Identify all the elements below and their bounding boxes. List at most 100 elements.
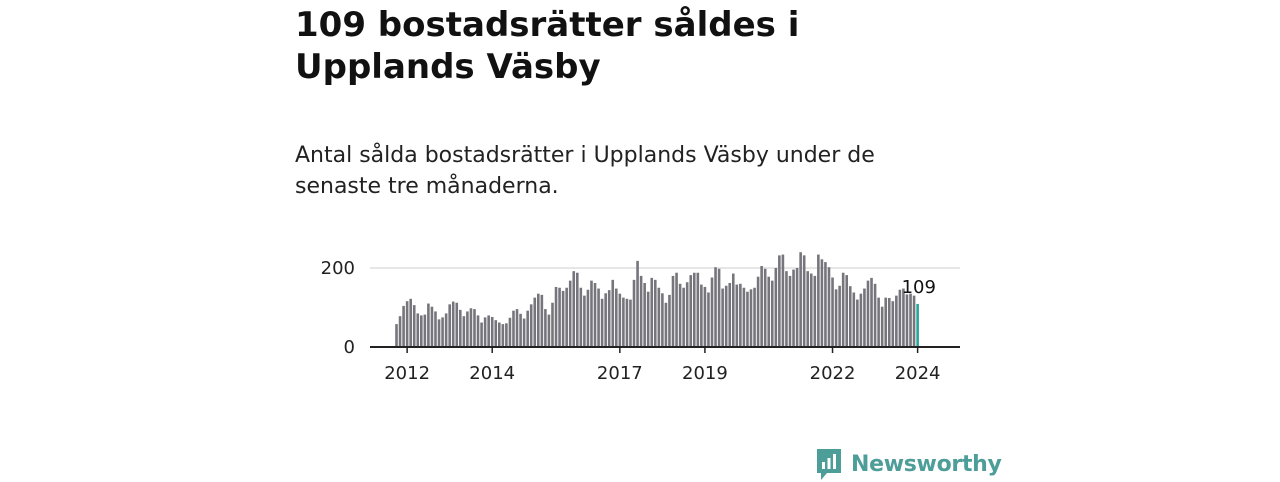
bar — [760, 266, 763, 347]
bar — [841, 272, 845, 347]
bar — [607, 290, 611, 347]
bar — [505, 323, 508, 347]
bar — [717, 268, 721, 347]
bar — [763, 268, 767, 347]
bar — [430, 306, 434, 347]
newsworthy-logo-text: Newsworthy — [851, 451, 1002, 477]
bar — [636, 260, 639, 347]
bar — [710, 277, 714, 347]
bar — [891, 301, 895, 347]
bar — [412, 305, 416, 347]
newsworthy-logo: Newsworthy — [815, 446, 1002, 482]
bar — [632, 279, 636, 347]
bar — [912, 295, 916, 347]
x-tick-label: 2017 — [597, 363, 643, 384]
bar — [480, 322, 483, 347]
bar — [682, 287, 685, 347]
bar — [746, 291, 749, 347]
bar — [405, 301, 409, 347]
bar — [898, 289, 902, 348]
bar — [675, 272, 678, 347]
bar — [629, 299, 632, 347]
bar — [540, 294, 544, 347]
bar — [529, 304, 533, 347]
bar — [416, 313, 420, 348]
bar — [856, 299, 859, 347]
bar — [512, 310, 515, 347]
bar — [721, 288, 724, 347]
bar — [455, 302, 459, 347]
bar — [689, 275, 693, 347]
bar — [622, 297, 625, 348]
bar — [448, 304, 451, 347]
bar — [700, 284, 703, 347]
bar — [838, 285, 841, 347]
newsworthy-logo-icon — [817, 449, 841, 480]
bar — [618, 293, 622, 348]
bar — [466, 311, 469, 347]
bar — [643, 283, 646, 347]
bar — [487, 315, 490, 347]
bar — [877, 297, 880, 348]
bar — [739, 283, 742, 347]
bar — [459, 309, 462, 347]
bar — [870, 277, 873, 348]
x-tick-label: 2012 — [384, 363, 430, 384]
bar — [395, 324, 398, 347]
bar — [522, 318, 526, 347]
bar — [664, 302, 668, 347]
bar — [508, 317, 512, 347]
bar — [756, 276, 760, 347]
bar — [770, 280, 774, 347]
bar — [515, 309, 519, 347]
bar — [692, 272, 696, 347]
bar — [533, 297, 537, 348]
bar — [753, 287, 756, 347]
y-tick-label: 0 — [344, 337, 355, 358]
bar — [863, 288, 866, 347]
bar — [409, 298, 412, 347]
bar — [707, 292, 710, 347]
bar — [483, 317, 487, 348]
page-title: 109 bostadsrätter såldes i Upplands Väsb… — [295, 5, 800, 87]
bar — [590, 280, 593, 347]
bar — [600, 298, 604, 347]
bar — [905, 294, 909, 347]
bar — [441, 317, 444, 348]
bar — [444, 313, 448, 348]
bar — [579, 287, 583, 347]
bar — [434, 311, 437, 347]
bar — [583, 295, 586, 347]
x-tick-label: 2019 — [682, 363, 728, 384]
bar — [724, 285, 728, 347]
bar — [519, 313, 522, 347]
bar — [611, 279, 615, 347]
bar — [661, 293, 664, 347]
bar — [785, 271, 788, 347]
bar — [668, 294, 671, 347]
bar — [834, 289, 838, 347]
bar — [437, 319, 441, 347]
bar — [639, 275, 643, 347]
bar — [565, 287, 568, 347]
bar — [568, 280, 572, 347]
bar — [866, 280, 870, 347]
bar — [558, 287, 561, 347]
bar — [402, 305, 405, 347]
bar — [427, 303, 430, 347]
bar — [657, 287, 661, 347]
bar — [852, 292, 856, 347]
bar — [547, 314, 551, 347]
bar — [537, 293, 540, 348]
bar — [781, 254, 785, 347]
bar — [817, 254, 820, 347]
x-tick-label: 2024 — [895, 363, 941, 384]
bar — [778, 255, 781, 347]
bar — [799, 252, 802, 347]
bar — [586, 289, 590, 348]
bar — [831, 277, 834, 347]
bar — [526, 310, 529, 347]
bar — [806, 271, 810, 347]
bar — [848, 286, 852, 347]
